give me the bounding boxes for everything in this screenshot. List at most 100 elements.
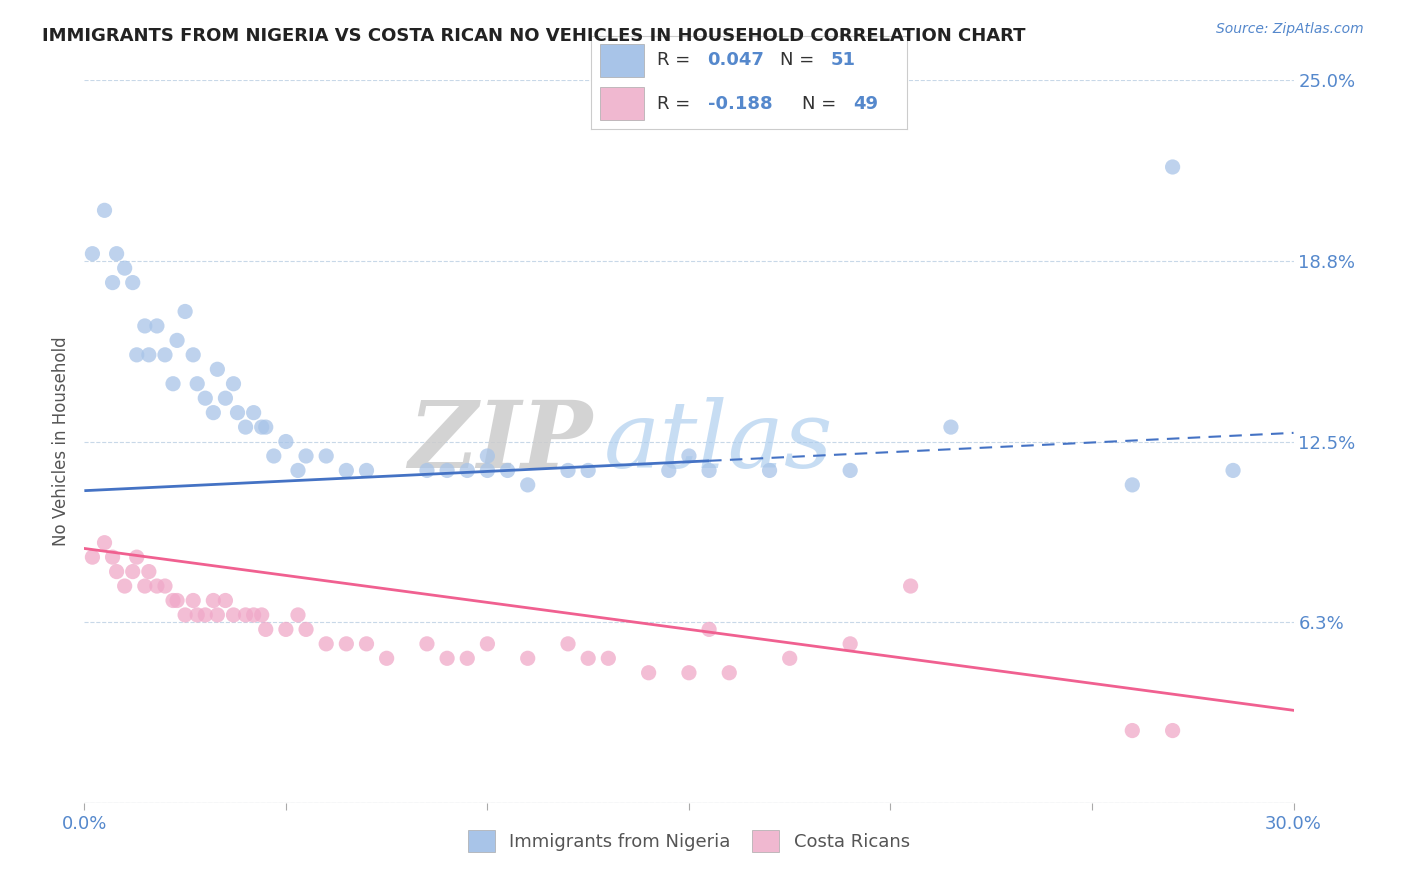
Point (295, 623, 318, 637)
Point (516, 651, 538, 665)
Point (202, 406, 225, 420)
Bar (600, 87, 644, 120)
Point (436, 463, 458, 477)
Legend: Immigrants from Nigeria, Costa Ricans: Immigrants from Nigeria, Costa Ricans (461, 822, 917, 859)
Text: atlas: atlas (605, 397, 834, 486)
Point (207, 362, 229, 376)
Point (153, 348, 176, 362)
Text: Source: ZipAtlas.com: Source: ZipAtlas.com (1216, 22, 1364, 37)
Point (242, 406, 264, 420)
Point (194, 607, 217, 622)
Point (235, 607, 257, 622)
Point (242, 607, 264, 622)
Point (105, 246, 128, 260)
Point (186, 607, 208, 622)
Point (82, 550, 104, 565)
Point (181, 348, 204, 362)
Point (162, 593, 184, 607)
Point (456, 651, 478, 665)
Point (254, 623, 277, 637)
Point (1121, 478, 1143, 492)
Point (658, 463, 681, 477)
Point (250, 420, 273, 434)
Point (254, 420, 277, 434)
Point (82, 246, 104, 260)
Point (202, 593, 225, 607)
Point (93, 203, 115, 218)
Point (356, 637, 378, 651)
Point (138, 348, 160, 362)
Point (274, 434, 297, 449)
Point (900, 579, 922, 593)
Point (697, 463, 720, 477)
Text: ZIP: ZIP (408, 397, 592, 486)
Point (274, 623, 297, 637)
Point (697, 623, 720, 637)
Point (557, 637, 579, 651)
Point (114, 579, 136, 593)
Point (146, 579, 169, 593)
Point (356, 463, 378, 477)
Point (335, 637, 357, 651)
Point (134, 579, 156, 593)
Point (1222, 463, 1244, 477)
Point (207, 607, 229, 622)
Point (1161, 723, 1184, 738)
Text: N =: N = (803, 95, 842, 112)
Text: N =: N = (780, 52, 820, 70)
Point (416, 463, 439, 477)
Point (375, 651, 398, 665)
Point (1161, 160, 1184, 174)
Point (315, 449, 337, 463)
Point (477, 463, 499, 477)
Text: 51: 51 (831, 52, 856, 70)
Point (477, 637, 499, 651)
Point (101, 276, 124, 290)
Point (174, 607, 197, 622)
Point (101, 550, 124, 565)
Point (287, 607, 309, 622)
Text: 49: 49 (853, 95, 879, 112)
Point (181, 593, 204, 607)
Point (214, 391, 236, 405)
Text: R =: R = (657, 52, 696, 70)
Point (939, 420, 962, 434)
Point (295, 449, 318, 463)
Point (125, 550, 148, 565)
Point (637, 665, 659, 680)
Point (477, 449, 499, 463)
Point (114, 261, 136, 276)
Point (456, 463, 478, 477)
Point (134, 318, 156, 333)
Point (226, 406, 249, 420)
Point (557, 463, 579, 477)
Point (516, 478, 538, 492)
Point (315, 637, 337, 651)
Bar (600, 44, 644, 77)
Point (839, 637, 862, 651)
Point (496, 463, 519, 477)
Point (138, 565, 160, 579)
Point (121, 276, 143, 290)
Point (166, 593, 188, 607)
Point (105, 565, 128, 579)
Point (153, 579, 176, 593)
Point (678, 449, 700, 463)
Point (416, 637, 439, 651)
Point (166, 334, 188, 348)
Y-axis label: No Vehicles in Household: No Vehicles in Household (52, 336, 70, 547)
Point (839, 463, 862, 477)
Point (758, 463, 780, 477)
Point (235, 420, 257, 434)
Point (576, 463, 599, 477)
Point (214, 593, 236, 607)
Text: -0.188: -0.188 (707, 95, 772, 112)
Point (576, 651, 599, 665)
Point (174, 304, 197, 318)
Point (186, 376, 208, 391)
Point (263, 449, 285, 463)
Point (718, 665, 741, 680)
Point (335, 463, 357, 477)
Point (779, 651, 801, 665)
Point (678, 665, 700, 680)
